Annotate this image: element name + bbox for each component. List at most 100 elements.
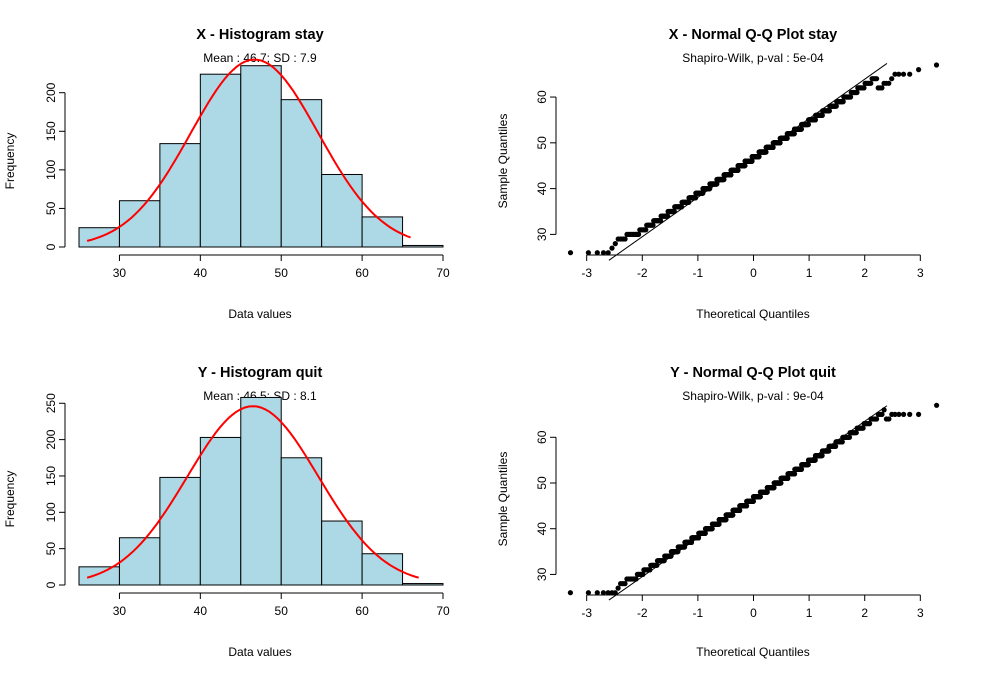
x-tick-label: -1 — [693, 266, 704, 280]
qq-point — [661, 558, 667, 564]
qq-point — [654, 562, 660, 568]
y-tick-label: 100 — [44, 160, 58, 180]
y-axis-label: Frequency — [3, 471, 17, 528]
qq-point — [723, 517, 729, 523]
y-tick-label: 250 — [44, 393, 58, 413]
histogram-bar — [240, 65, 282, 248]
qq-point — [605, 250, 611, 256]
qq-point — [846, 434, 853, 440]
histogram-bar — [118, 200, 161, 248]
qq-point — [770, 144, 776, 150]
x-tick-label: 60 — [355, 266, 369, 280]
chart-subtitle: Shapiro-Wilk, p-val : 9e-04 — [682, 389, 824, 403]
qq-point — [833, 443, 839, 449]
qq-point — [750, 498, 757, 504]
qq-point — [819, 453, 825, 459]
chart-subtitle: Mean : 46.7; SD : 7.9 — [203, 51, 317, 65]
x-tick-label: -2 — [637, 606, 648, 620]
qq-point — [896, 411, 902, 417]
x-tick-label: 3 — [917, 606, 924, 620]
qq-point — [934, 402, 940, 408]
qq-point — [728, 172, 734, 178]
histogram-bar — [240, 396, 282, 586]
y-tick-label: 60 — [535, 430, 549, 444]
qq-point — [567, 590, 574, 596]
qq-point — [777, 140, 783, 146]
qq-point — [785, 475, 791, 481]
histogram-bar — [159, 143, 201, 248]
qq-point — [879, 85, 885, 91]
qq-point — [805, 462, 811, 468]
qq-point — [633, 576, 639, 582]
qq-point — [594, 590, 600, 596]
qq-point — [763, 149, 769, 155]
qq-point — [665, 213, 671, 219]
x-tick-label: 70 — [436, 604, 450, 618]
x-tick-label: 30 — [113, 604, 127, 618]
chart-title: X - Histogram stay — [196, 27, 323, 43]
y-tick-label: 0 — [44, 243, 58, 250]
x-tick-label: 40 — [194, 604, 208, 618]
normal-density-curve — [86, 405, 419, 579]
y-tick-label: 50 — [535, 136, 549, 150]
qq-point — [771, 485, 777, 491]
qq-point — [900, 71, 907, 77]
x-tick-label: 0 — [750, 266, 757, 280]
x-tick-label: 70 — [436, 266, 450, 280]
histogram-bar — [321, 520, 363, 586]
qq-point — [892, 71, 898, 77]
qq-point — [826, 448, 832, 454]
qq-point — [853, 430, 859, 436]
qq-point — [605, 590, 611, 596]
x-tick-label: 50 — [275, 266, 289, 280]
qq-point — [744, 503, 750, 509]
qq-point — [749, 158, 755, 164]
qq-point — [860, 425, 866, 431]
qq-point — [636, 231, 642, 237]
y-axis-label: Frequency — [3, 133, 17, 190]
qq-point — [585, 590, 592, 596]
x-axis-label: Data values — [228, 307, 291, 321]
qq-point — [686, 199, 692, 205]
qq-point — [784, 135, 790, 141]
qq-point — [742, 163, 748, 169]
y-tick-label: 200 — [44, 429, 58, 449]
chart-title: Y - Normal Q-Q Plot quit — [670, 365, 836, 381]
qq-point — [567, 250, 574, 256]
qq-point — [714, 181, 720, 187]
qq-point — [764, 489, 770, 495]
x-tick-label: 1 — [806, 266, 813, 280]
qq-point — [609, 245, 615, 251]
qq-point — [792, 471, 798, 477]
qq-point — [812, 117, 819, 123]
chart-subtitle: Mean : 46.5; SD : 8.1 — [203, 389, 317, 403]
qq-point — [896, 71, 902, 77]
qq-point — [867, 421, 873, 427]
y-axis-label: Sample Quantiles — [496, 114, 510, 209]
x-tick-label: 40 — [194, 266, 208, 280]
x-tick-label: 60 — [355, 604, 369, 618]
qq-point — [612, 590, 618, 596]
qq-point — [879, 411, 885, 417]
qq-point — [675, 549, 681, 555]
x-tick-label: 30 — [113, 266, 127, 280]
histogram-bar — [280, 99, 323, 248]
qq-point — [600, 250, 607, 256]
qq-point — [874, 76, 880, 82]
y-tick-label: 150 — [44, 121, 58, 141]
histogram-bar — [78, 566, 120, 586]
qq-point — [861, 85, 867, 91]
qq-point — [612, 241, 618, 247]
qq-point — [833, 103, 839, 109]
histogram-stay-panel: X - Histogram stay Mean : 46.7; SD : 7.9… — [3, 27, 450, 321]
qq-point — [892, 411, 898, 417]
qq-point — [679, 204, 685, 210]
x-tick-label: 0 — [750, 606, 757, 620]
histogram-bar — [402, 244, 444, 248]
qq-point — [916, 411, 922, 417]
normal-density-curve — [86, 58, 411, 242]
qq-point — [695, 535, 702, 541]
histogram-bar — [280, 457, 323, 586]
qq-point — [798, 126, 805, 132]
